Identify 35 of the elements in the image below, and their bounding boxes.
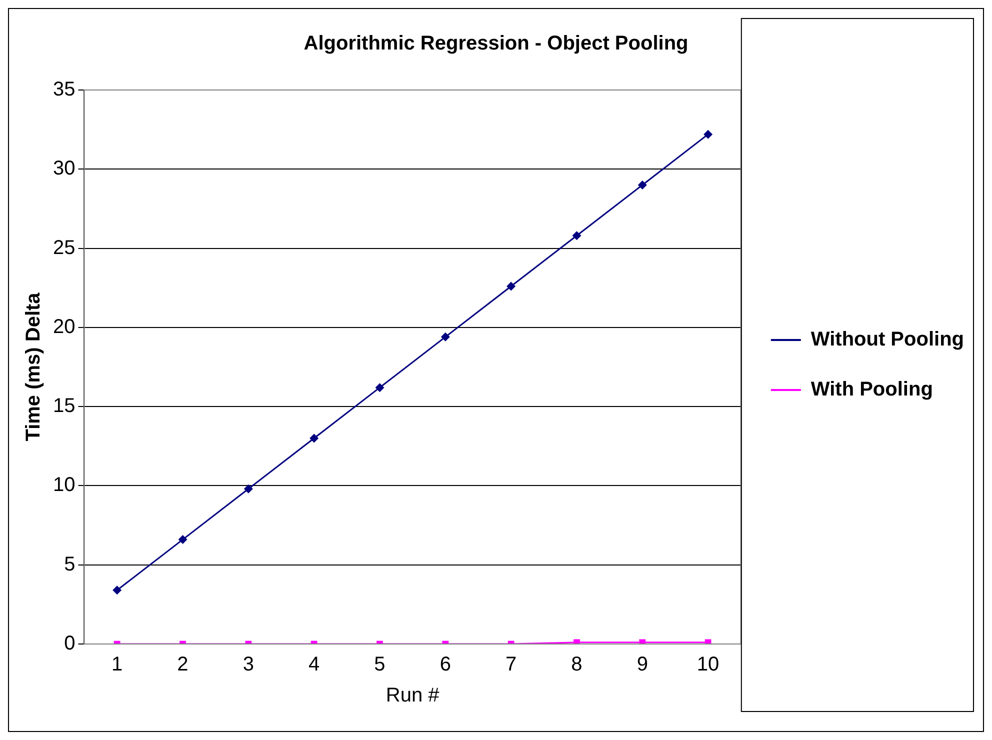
y-tick-label: 10 <box>52 474 76 496</box>
y-tick-label: 25 <box>52 236 76 259</box>
point <box>639 639 646 644</box>
y-tick-label: 35 <box>52 78 76 101</box>
point <box>244 484 253 494</box>
legend-label: Without Pooling <box>810 328 964 351</box>
point <box>310 434 319 443</box>
y-tick-label: 20 <box>52 316 76 338</box>
y-tick-label: 30 <box>52 158 76 180</box>
x-tick-label: 2 <box>177 654 188 676</box>
point <box>574 639 580 644</box>
point <box>375 383 384 392</box>
point <box>638 180 647 190</box>
x-tick-label: 7 <box>506 654 517 676</box>
y-axis-title: Time (ms) Delta <box>22 292 45 442</box>
x-tick-label: 1 <box>112 654 123 676</box>
x-tick-label: 5 <box>374 654 386 676</box>
point <box>440 332 450 342</box>
point <box>112 586 122 595</box>
y-tick-label: 15 <box>52 395 76 418</box>
point <box>506 282 516 291</box>
x-tick-label: 9 <box>636 654 648 676</box>
point <box>704 130 713 139</box>
y-tick-label: 5 <box>64 553 76 576</box>
x-tick-label: 10 <box>696 654 720 676</box>
chart-title: Algorithmic Regression - Object Pooling <box>304 32 688 55</box>
x-tick-label: 3 <box>242 654 254 676</box>
x-axis-title: Run # <box>386 684 440 707</box>
legend-label: With Pooling <box>810 378 933 401</box>
x-tick-label: 4 <box>308 654 320 676</box>
point <box>178 535 188 544</box>
x-tick-label: 6 <box>440 654 451 676</box>
x-tick-label: 8 <box>571 654 582 676</box>
point <box>572 231 582 240</box>
y-tick-label: 0 <box>64 632 76 655</box>
